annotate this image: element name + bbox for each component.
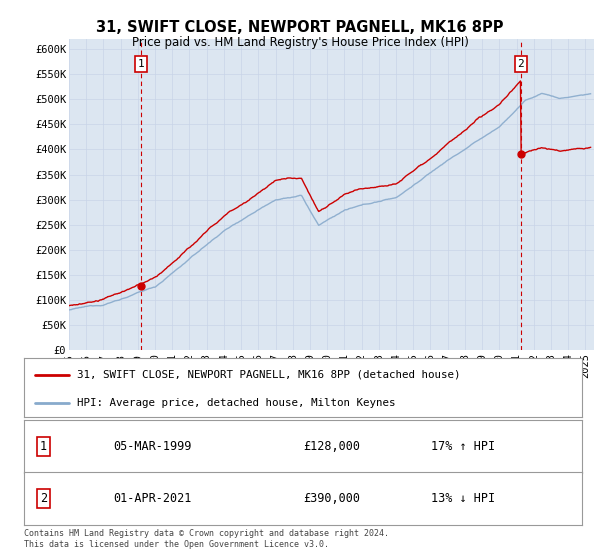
Text: Price paid vs. HM Land Registry's House Price Index (HPI): Price paid vs. HM Land Registry's House … — [131, 36, 469, 49]
Text: 05-MAR-1999: 05-MAR-1999 — [113, 440, 191, 453]
Text: 2: 2 — [40, 492, 47, 505]
Text: 01-APR-2021: 01-APR-2021 — [113, 492, 191, 505]
Text: £390,000: £390,000 — [303, 492, 360, 505]
Text: 2: 2 — [517, 59, 524, 69]
Text: Contains HM Land Registry data © Crown copyright and database right 2024.
This d: Contains HM Land Registry data © Crown c… — [24, 529, 389, 549]
Text: 1: 1 — [137, 59, 144, 69]
Text: 1: 1 — [40, 440, 47, 453]
Text: 17% ↑ HPI: 17% ↑ HPI — [431, 440, 496, 453]
Text: £128,000: £128,000 — [303, 440, 360, 453]
Text: 31, SWIFT CLOSE, NEWPORT PAGNELL, MK16 8PP: 31, SWIFT CLOSE, NEWPORT PAGNELL, MK16 8… — [96, 20, 504, 35]
Text: 13% ↓ HPI: 13% ↓ HPI — [431, 492, 496, 505]
Text: HPI: Average price, detached house, Milton Keynes: HPI: Average price, detached house, Milt… — [77, 398, 395, 408]
Text: 31, SWIFT CLOSE, NEWPORT PAGNELL, MK16 8PP (detached house): 31, SWIFT CLOSE, NEWPORT PAGNELL, MK16 8… — [77, 370, 461, 380]
